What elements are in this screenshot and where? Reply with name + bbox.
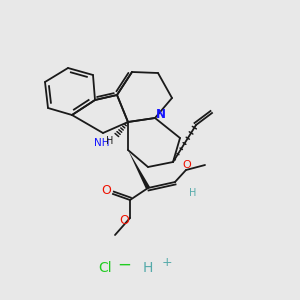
Text: O: O — [119, 214, 129, 227]
Text: +: + — [162, 256, 172, 269]
Text: O: O — [183, 160, 191, 170]
Text: Cl: Cl — [98, 261, 112, 275]
Text: O: O — [101, 184, 111, 197]
Text: NH: NH — [94, 138, 110, 148]
Text: −: − — [117, 256, 131, 274]
Text: H: H — [106, 136, 114, 146]
Text: H: H — [189, 188, 197, 198]
Text: N: N — [156, 107, 166, 121]
Polygon shape — [128, 150, 150, 189]
Text: H: H — [143, 261, 153, 275]
